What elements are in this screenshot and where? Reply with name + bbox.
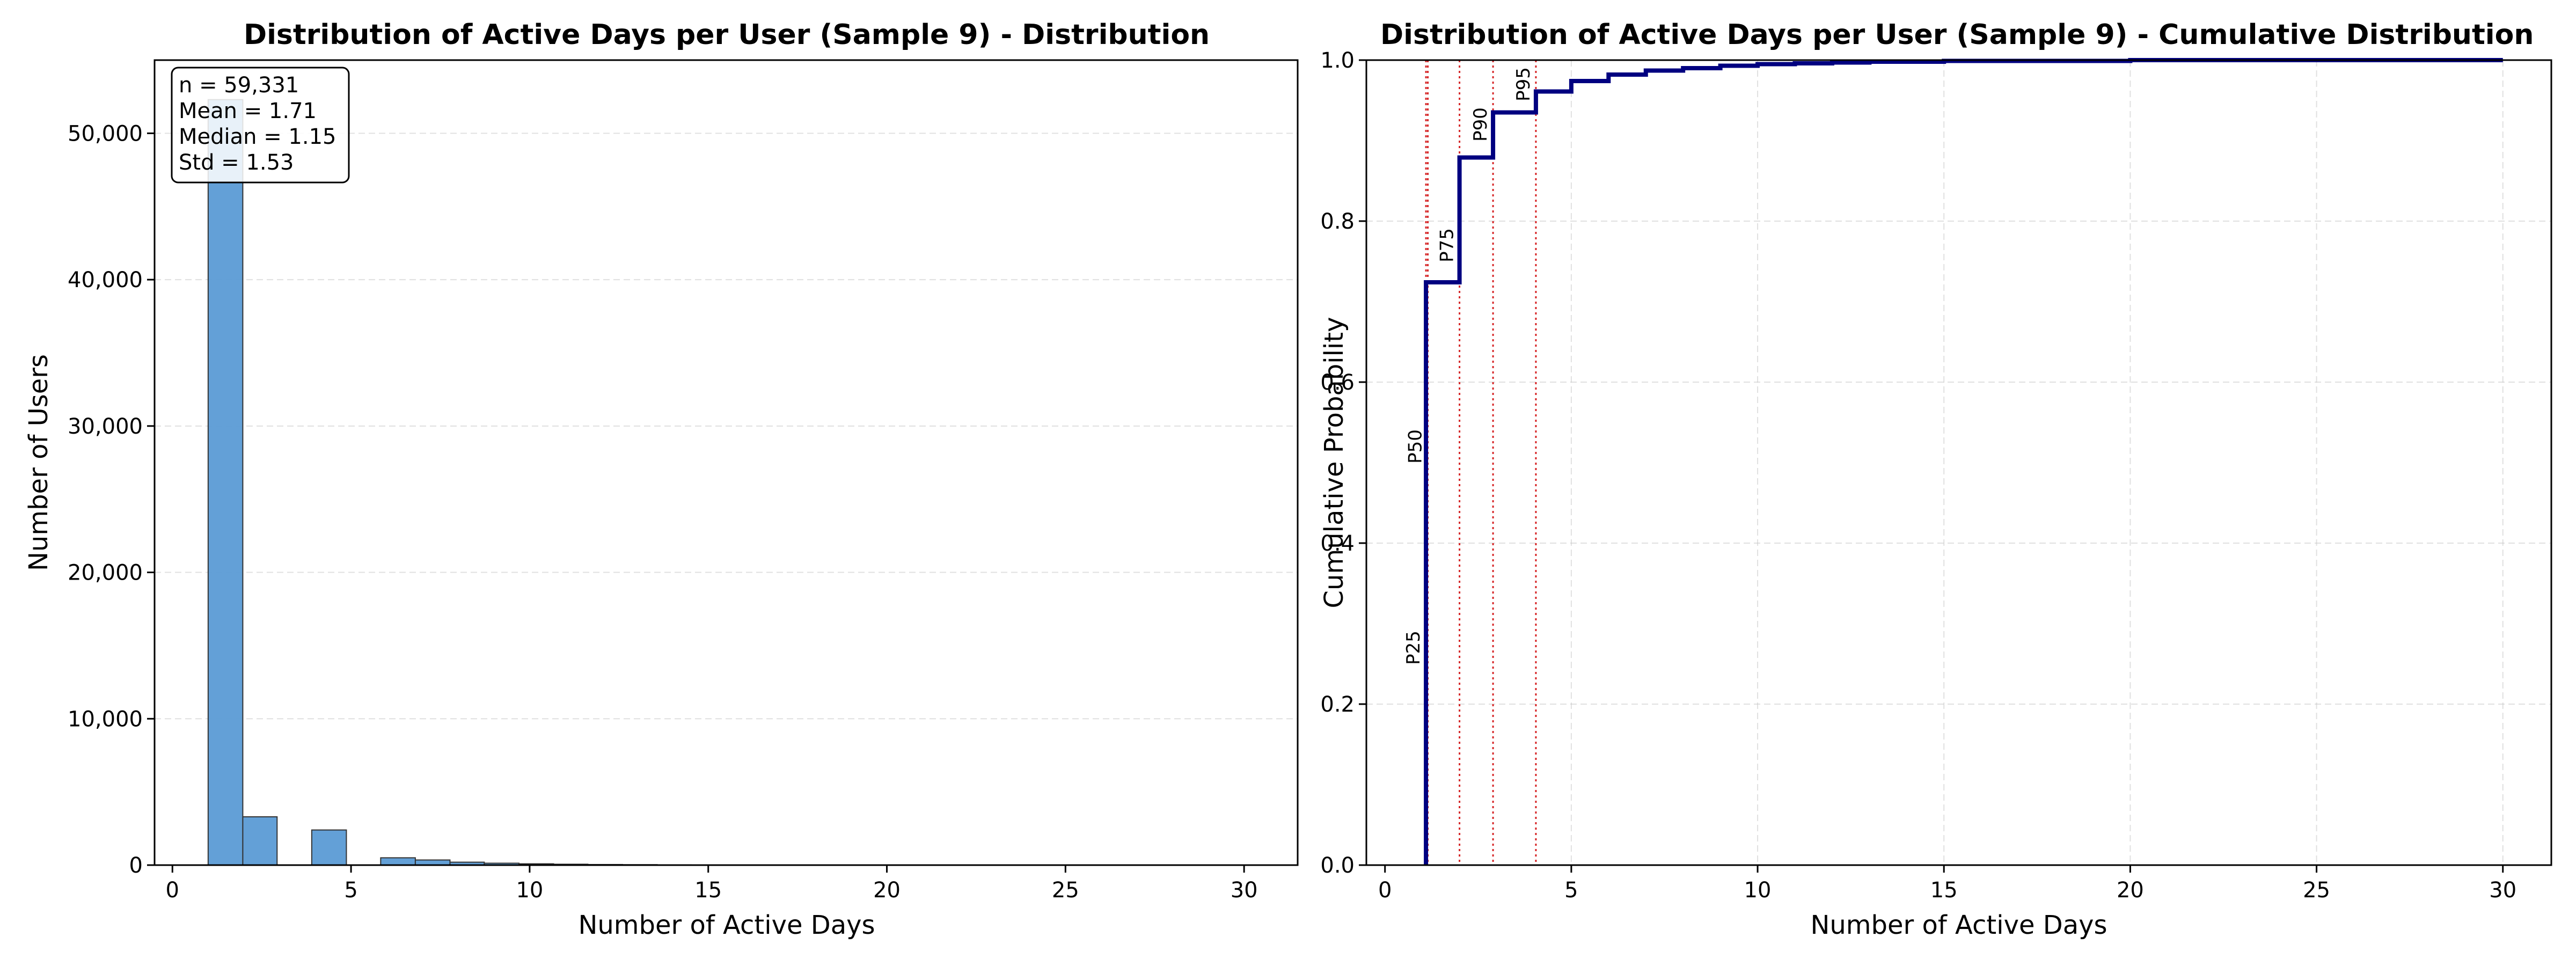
cdf-x-tick-label: 30 [2489, 878, 2516, 903]
stats-box: n = 59,331 Mean = 1.71 Median = 1.15 Std… [171, 67, 350, 184]
histogram-y-ticks: 0 10,000 20,000 30,000 40,000 50,000 [68, 121, 155, 878]
cdf-x-tick-label: 25 [2303, 878, 2330, 903]
cdf-x-tick-label: 20 [2117, 878, 2144, 903]
histogram-y-tick-label: 50,000 [68, 121, 143, 146]
cdf-y-axis-label: Cumulative Probability [1319, 317, 1349, 609]
cdf-percentile-label: P75 [1437, 228, 1458, 262]
histogram-bar [311, 829, 347, 866]
histogram-x-ticks: 0 5 10 15 20 25 30 [166, 865, 1258, 903]
cdf-y-tick-label: 0.0 [1320, 853, 1355, 878]
cdf-percentile-lines: P25 P50 P75 P90 P95 [1403, 60, 1537, 865]
cdf-percentile-label: P25 [1403, 631, 1424, 665]
cdf-percentile-label: P95 [1513, 67, 1534, 101]
stats-box-line: Median = 1.15 [179, 125, 336, 149]
stats-box-frame [171, 67, 350, 184]
stats-box-line: n = 59,331 [179, 73, 299, 98]
histogram-y-tick-label: 20,000 [68, 561, 143, 586]
histogram-x-tick-label: 10 [516, 878, 543, 903]
histogram-y-tick-label: 40,000 [68, 268, 143, 292]
cdf-axes-frame [1365, 59, 2552, 866]
cdf-x-tick-label: 0 [1378, 878, 1392, 903]
histogram-y-tick-label: 0 [129, 853, 143, 878]
histogram-bar [380, 857, 416, 866]
cdf-x-tick-label: 15 [1930, 878, 1958, 903]
histogram-y-tick-label: 10,000 [68, 707, 143, 731]
cdf-percentile-label: P90 [1470, 107, 1491, 142]
cdf-step-line [1424, 58, 2503, 865]
histogram-subplot: Distribution of Active Days per User (Sa… [24, 19, 1299, 940]
histogram-x-axis-label: Number of Active Days [578, 910, 875, 940]
histogram-bar [207, 99, 244, 866]
cdf-x-tick-label: 10 [1744, 878, 1772, 903]
cdf-x-tick-label: 5 [1564, 878, 1578, 903]
histogram-x-tick-label: 15 [694, 878, 722, 903]
stats-box-line: Mean = 1.71 [179, 99, 317, 123]
histogram-gridlines [155, 133, 1298, 720]
histogram-x-tick-label: 25 [1052, 878, 1079, 903]
histogram-axes-frame [153, 59, 1299, 866]
cdf-y-tick-label: 0.2 [1320, 692, 1355, 717]
cdf-y-ticks: 0.0 0.2 0.4 0.6 0.8 1.0 [1320, 48, 1366, 878]
histogram-x-tick-label: 20 [873, 878, 901, 903]
cdf-gridlines [1366, 60, 2551, 865]
cdf-y-tick-label: 0.4 [1320, 531, 1355, 556]
cdf-percentile-label: P50 [1405, 429, 1426, 464]
cdf-subplot: Distribution of Active Days per User (Sa… [1319, 19, 2552, 940]
histogram-title: Distribution of Active Days per User (Sa… [244, 19, 1210, 51]
histogram-bar [242, 816, 278, 866]
histogram-y-tick-label: 30,000 [68, 414, 143, 439]
stats-box-line: Std = 1.53 [179, 150, 294, 175]
cdf-y-tick-label: 0.6 [1320, 370, 1355, 395]
cdf-title: Distribution of Active Days per User (Sa… [1380, 19, 2534, 51]
cdf-x-axis-label: Number of Active Days [1810, 910, 2107, 940]
histogram-x-tick-label: 30 [1231, 878, 1258, 903]
cdf-x-ticks: 0 5 10 15 20 25 30 [1378, 865, 2516, 903]
histogram-x-tick-label: 5 [344, 878, 357, 903]
cdf-y-tick-label: 0.8 [1320, 209, 1355, 234]
histogram-y-axis-label: Number of Users [24, 354, 54, 571]
histogram-bars [207, 99, 1245, 866]
histogram-x-tick-label: 0 [166, 878, 179, 903]
cdf-y-tick-label: 1.0 [1320, 48, 1355, 73]
